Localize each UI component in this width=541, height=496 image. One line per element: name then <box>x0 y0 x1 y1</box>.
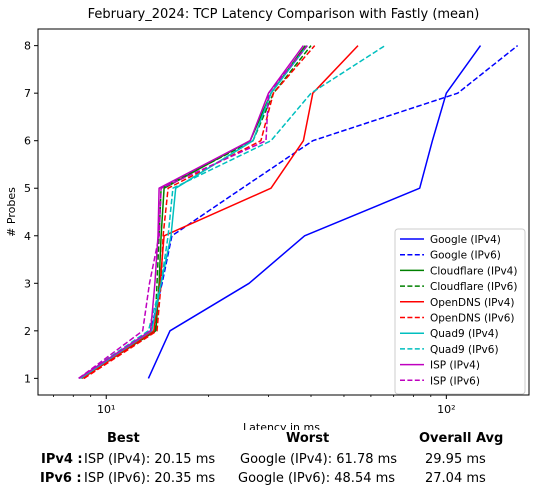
y-axis-label: # Probes <box>5 187 18 237</box>
worst-header: Worst <box>286 431 330 446</box>
y-tick-label: 4 <box>24 230 31 243</box>
row-label-ipv6: IPv6 : <box>40 471 82 486</box>
legend-label: Google (IPv6) <box>430 250 501 262</box>
best-header: Best <box>107 431 140 446</box>
summary-row-ipv4: IPv4 : ISP (IPv4): 20.15 ms Google (IPv4… <box>0 452 541 472</box>
x-tick-label: 10¹ <box>97 403 115 416</box>
summary-header-row: Best Worst Overall Avg <box>0 431 541 451</box>
y-tick-label: 1 <box>24 372 31 385</box>
y-tick-label: 6 <box>24 135 31 148</box>
series-line-3 <box>81 45 312 380</box>
avg-ipv4: 29.95 ms <box>425 452 486 467</box>
legend-label: Google (IPv4) <box>430 234 501 246</box>
plot-frame <box>37 28 530 396</box>
legend-label: ISP (IPv6) <box>430 375 480 387</box>
x-tick-label: 10² <box>437 403 455 416</box>
row-label-ipv4: IPv4 : <box>41 452 83 467</box>
y-tick-label: 7 <box>24 87 31 100</box>
y-tick-label: 5 <box>24 182 31 195</box>
worst-ipv6: Google (IPv6): 48.54 ms <box>238 471 396 486</box>
series-line-5 <box>83 45 316 380</box>
legend-label: Quad9 (IPv6) <box>430 344 499 356</box>
legend-box <box>394 228 526 395</box>
series-line-4 <box>81 45 359 380</box>
worst-ipv4: Google (IPv4): 61.78 ms <box>240 452 398 467</box>
series-line-0 <box>147 45 482 379</box>
legend-label: OpenDNS (IPv4) <box>430 297 515 309</box>
legend-label: Quad9 (IPv4) <box>430 328 499 340</box>
series-line-8 <box>78 45 305 380</box>
legend-label: OpenDNS (IPv6) <box>430 313 515 325</box>
overall-avg-header: Overall Avg <box>419 431 504 446</box>
line-chart: February_2024: TCP Latency Comparison wi… <box>5 7 530 430</box>
y-tick-label: 3 <box>24 277 31 290</box>
legend-label: Cloudflare (IPv4) <box>430 265 517 277</box>
summary-row-ipv6: IPv6 : ISP (IPv6): 20.35 ms Google (IPv6… <box>0 471 541 491</box>
legend-label: ISP (IPv4) <box>430 360 480 372</box>
chart-title: February_2024: TCP Latency Comparison wi… <box>88 7 480 22</box>
series-line-9 <box>78 45 308 380</box>
series-line-7 <box>78 44 386 380</box>
y-tick-label: 8 <box>24 40 31 53</box>
x-axis-label: Latency in ms <box>243 421 320 430</box>
legend-label: Cloudflare (IPv6) <box>430 281 517 293</box>
y-tick-label: 2 <box>24 325 31 338</box>
series-line-6 <box>80 45 308 380</box>
avg-ipv6: 27.04 ms <box>425 471 486 486</box>
best-ipv4: ISP (IPv4): 20.15 ms <box>84 452 216 467</box>
best-ipv6: ISP (IPv6): 20.35 ms <box>84 471 216 486</box>
